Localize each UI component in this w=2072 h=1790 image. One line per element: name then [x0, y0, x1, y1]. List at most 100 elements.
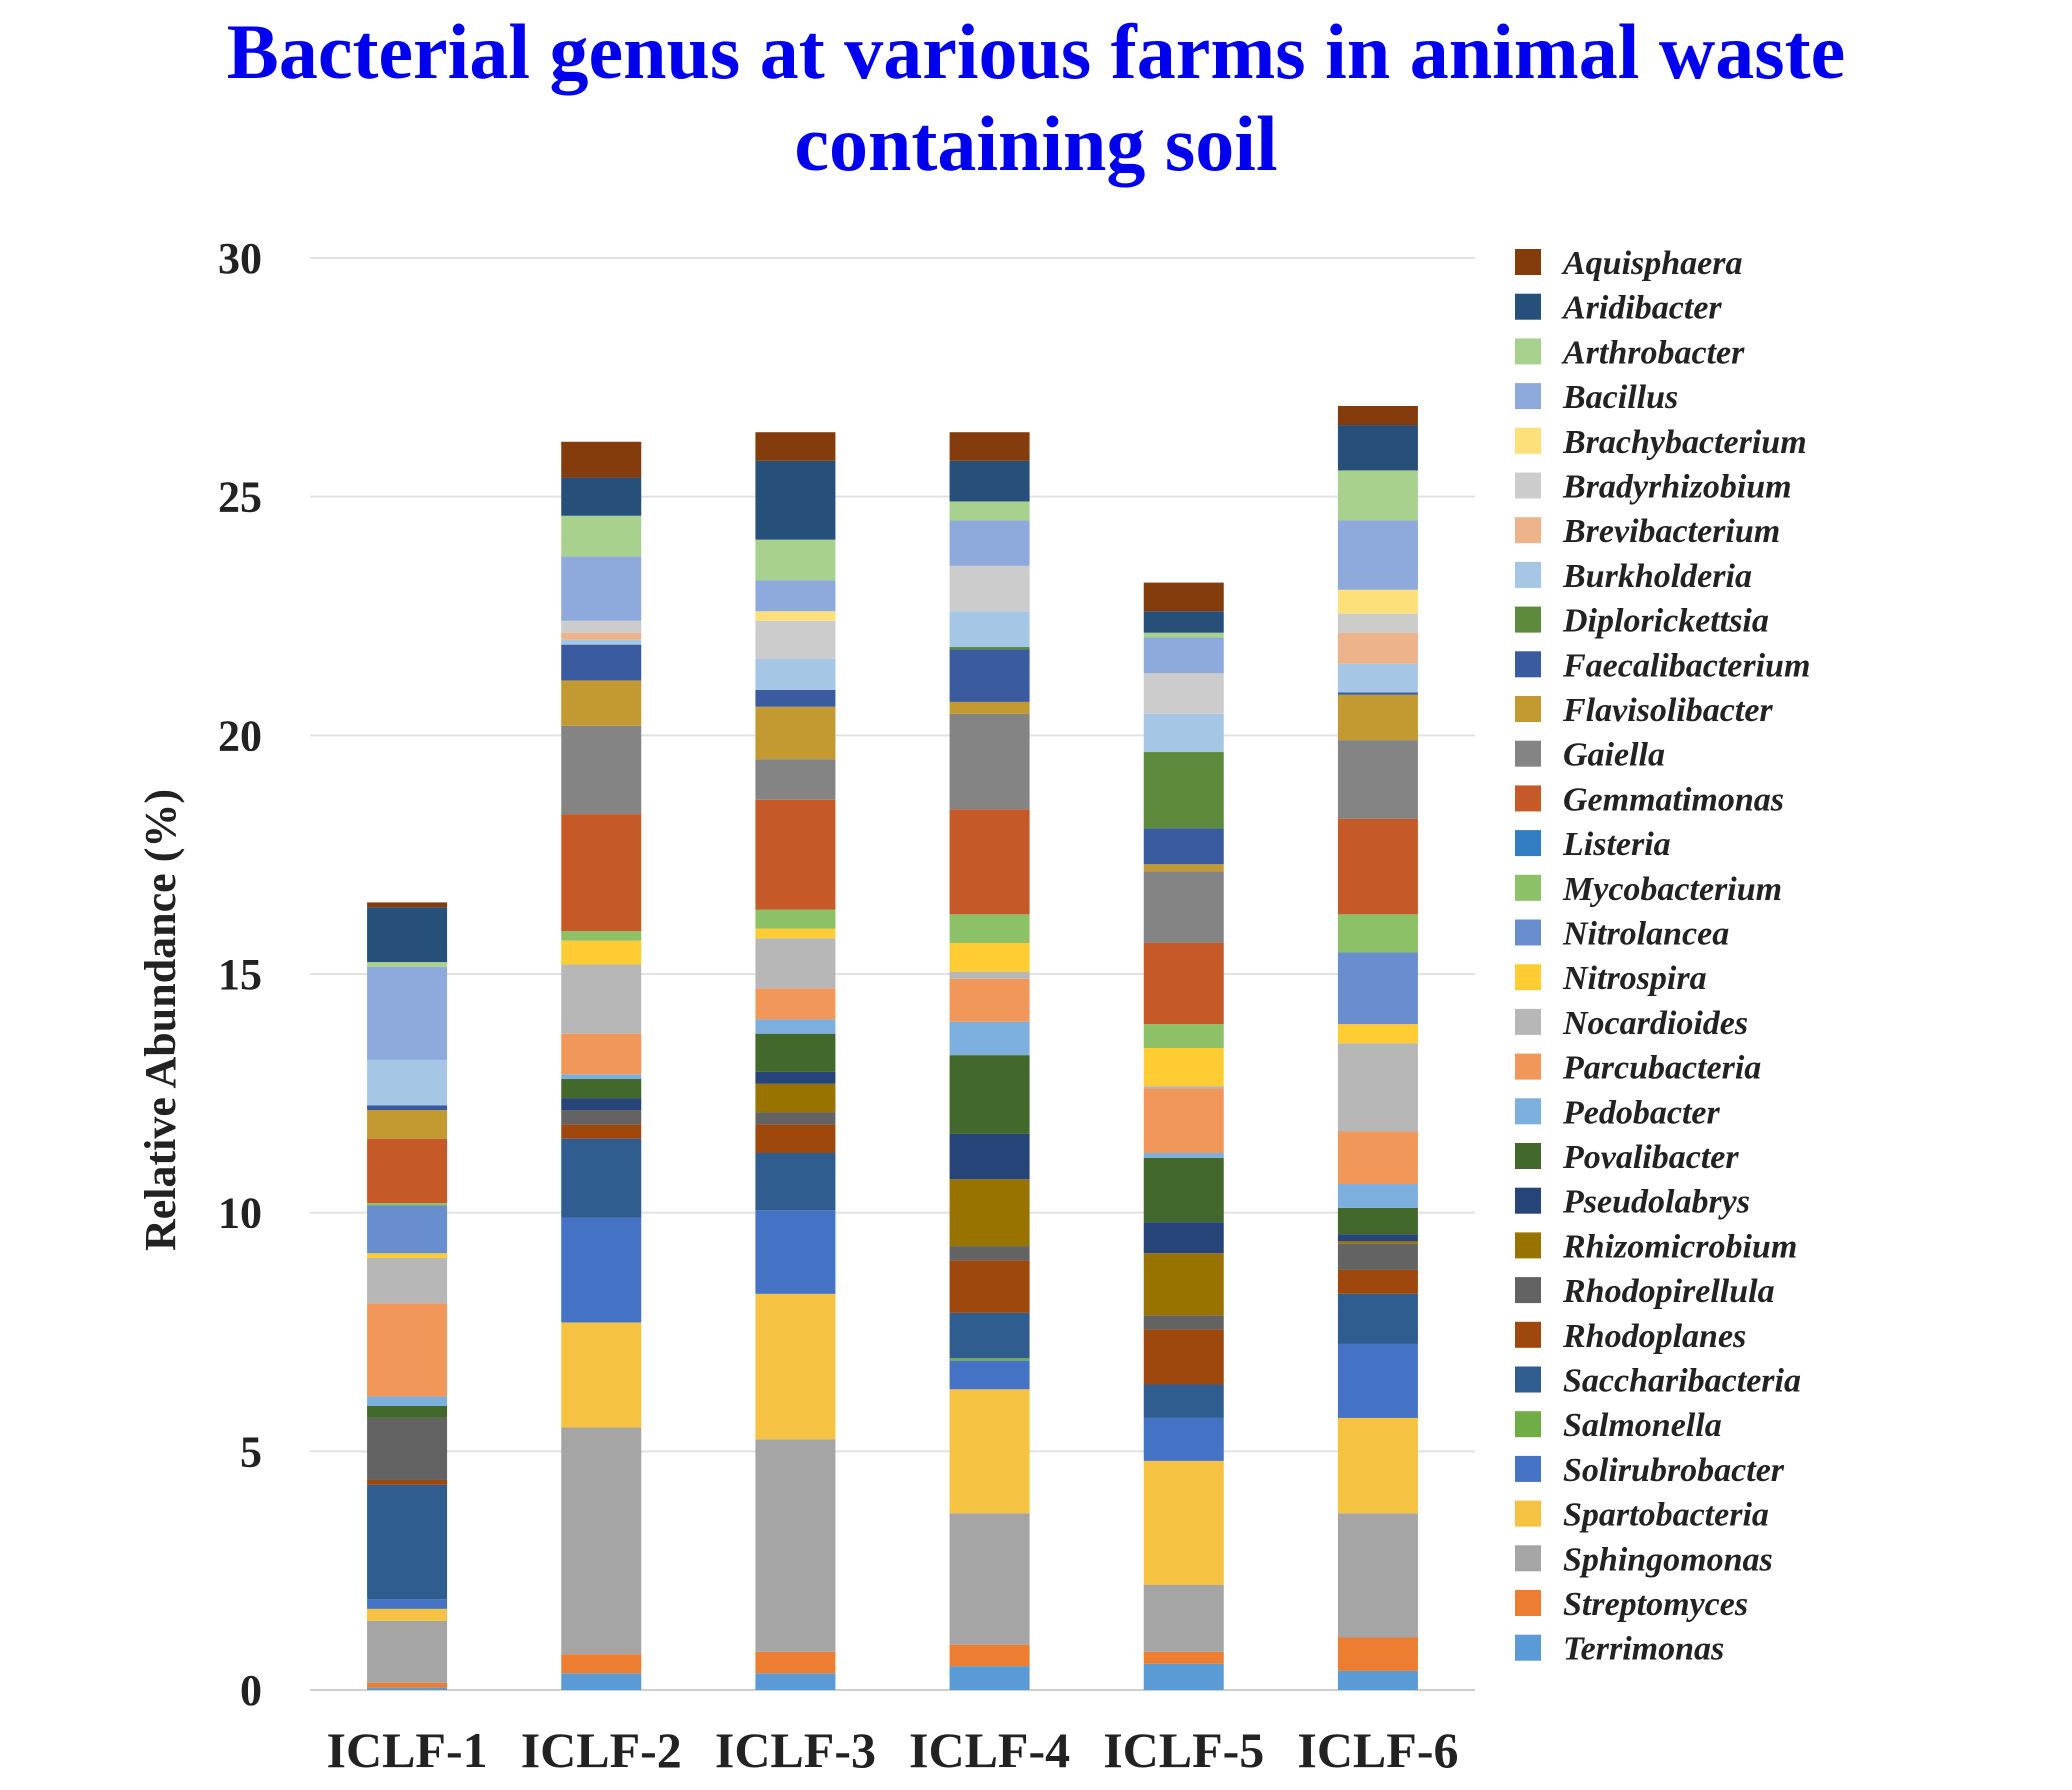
legend-label: Nitrolancea [1562, 916, 1729, 953]
bar-segment [561, 639, 642, 645]
legend-item: Flavisolibacter [1515, 692, 1773, 729]
bar-segment [755, 1019, 836, 1034]
bar-segment [1337, 694, 1418, 741]
bar-segment [949, 1021, 1030, 1056]
legend-label: Faecalibacterium [1562, 647, 1810, 684]
bar-segment [1337, 1670, 1418, 1690]
bar-segment [755, 988, 836, 1020]
legend-label: Rhizomicrobium [1562, 1228, 1797, 1265]
legend-label: Bradyrhizobium [1562, 469, 1792, 506]
bar-segment [367, 1303, 448, 1397]
bar-segment [949, 501, 1030, 521]
legend-label: Saccharibacteria [1563, 1363, 1801, 1400]
bar-segment [561, 1654, 642, 1674]
bar-segment [367, 1620, 448, 1683]
bar-segment [1143, 1663, 1224, 1690]
bar-segment [949, 649, 1030, 702]
x-category-label: ICLF-5 [1103, 1722, 1264, 1778]
x-category-label: ICLF-3 [715, 1722, 876, 1778]
bar-segment [1143, 864, 1224, 872]
y-tick-label: 15 [218, 950, 262, 999]
bar-segment [949, 1360, 1030, 1390]
y-tick-label: 20 [218, 711, 262, 760]
bar-segment [755, 539, 836, 581]
bar-stack [949, 432, 1030, 1690]
bar-segment [755, 1439, 836, 1652]
legend-label: Parcubacteria [1562, 1050, 1761, 1087]
bar-segment [1143, 632, 1224, 638]
bar-segment [1143, 673, 1224, 714]
legend-item: Solirubrobacter [1515, 1452, 1785, 1489]
bar-segment [755, 909, 836, 929]
bar-segment [949, 914, 1030, 943]
legend-item: Bradyrhizobium [1515, 469, 1792, 506]
bar-segment [1337, 1207, 1418, 1235]
legend-swatch [1515, 740, 1541, 767]
bar-segment [367, 1599, 448, 1609]
bars [367, 405, 1418, 1690]
legend-swatch [1515, 1232, 1541, 1259]
legend-item: Listeria [1515, 826, 1671, 863]
bar-segment [561, 1074, 642, 1080]
bar-segment [755, 799, 836, 910]
legend-swatch [1515, 1366, 1541, 1393]
legend-label: Pseudolabrys [1562, 1184, 1750, 1221]
bar-segment [949, 809, 1030, 915]
bar-segment [755, 1293, 836, 1440]
legend-item: Diplorickettsia [1515, 603, 1769, 640]
bar-segment [755, 1112, 836, 1125]
legend-item: Bacillus [1515, 379, 1678, 416]
bar-segment [949, 942, 1030, 972]
legend-item: Spartobacteria [1515, 1497, 1769, 1534]
legend-label: Brevibacterium [1562, 513, 1780, 550]
legend-swatch [1515, 1500, 1541, 1527]
legend-label: Aquisphaera [1561, 245, 1743, 282]
bar-segment [561, 725, 642, 815]
legend-swatch [1515, 517, 1541, 544]
legend-swatch [1515, 830, 1541, 857]
chart-title-line-1: Bacterial genus at various farms in anim… [226, 8, 1846, 95]
legend-item: Aridibacter [1515, 290, 1722, 327]
legend-item: Nocardioides [1515, 1005, 1748, 1042]
legend-swatch [1515, 1321, 1541, 1348]
bar-segment [755, 1033, 836, 1072]
legend-swatch [1515, 1277, 1541, 1304]
bar-segment [1143, 752, 1224, 829]
legend-item: Saccharibacteria [1515, 1363, 1801, 1400]
legend-swatch [1515, 1634, 1541, 1661]
bar-segment [367, 1405, 448, 1418]
bar-segment [1337, 952, 1418, 1025]
bar-segment [1143, 1651, 1224, 1664]
bar-segment [1143, 871, 1224, 943]
legend-label: Streptomyces [1563, 1586, 1748, 1623]
legend-item: Aquisphaera [1515, 245, 1743, 282]
bar-segment [949, 565, 1030, 612]
bar-segment [949, 978, 1030, 1022]
y-tick-label: 10 [218, 1189, 262, 1238]
legend-swatch [1515, 249, 1541, 275]
legend-label: Povalibacter [1562, 1139, 1739, 1176]
bar-segment [1143, 1417, 1224, 1461]
y-axis-label: Relative Abundance (%) [136, 789, 185, 1251]
bar-segment [1143, 1088, 1224, 1153]
bar-segment [1337, 613, 1418, 633]
bar-segment [367, 1417, 448, 1480]
bar-segment [561, 1110, 642, 1125]
bar-stack [755, 432, 836, 1690]
bar-segment [1143, 611, 1224, 633]
legend-label: Gemmatimonas [1563, 781, 1784, 818]
bar-segment [755, 1083, 836, 1113]
bar-segment [561, 1217, 642, 1323]
bar-segment [561, 644, 642, 681]
chart-title: Bacterial genus at various farms in anim… [0, 6, 2072, 190]
bar-segment [949, 520, 1030, 566]
bar-segment [367, 1396, 448, 1406]
bar-segment [1143, 1253, 1224, 1316]
bar-segment [367, 1138, 448, 1204]
bar-segment [1337, 520, 1418, 590]
legend-item: Streptomyces [1515, 1586, 1748, 1623]
bar-segment [561, 1033, 642, 1075]
bar-segment [949, 1358, 1030, 1361]
legend-swatch [1515, 1187, 1541, 1214]
